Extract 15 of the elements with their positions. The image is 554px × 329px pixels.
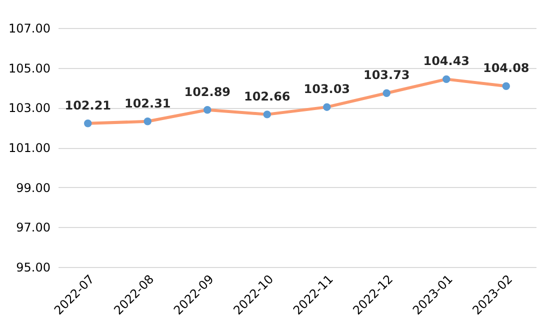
data-label: 103.03 — [304, 82, 350, 96]
data-label: 102.89 — [184, 84, 231, 99]
data-label: 104.08 — [482, 61, 530, 76]
data-label: 102.66 — [244, 89, 290, 104]
data-label: 102.21 — [64, 98, 112, 112]
y-tick-label: 103.00 — [8, 101, 50, 116]
y-tick-label: 95.00 — [16, 260, 50, 274]
y-tick-label: 97.00 — [16, 220, 50, 235]
data-label: 103.73 — [363, 68, 410, 82]
y-tick-label: 105.00 — [8, 61, 50, 76]
y-tick-label: 101.00 — [8, 141, 50, 155]
y-tick-label: 99.00 — [16, 180, 50, 195]
data-label: 102.31 — [124, 96, 171, 110]
data-label: 104.43 — [423, 54, 470, 68]
y-tick-label: 107.00 — [8, 22, 50, 36]
